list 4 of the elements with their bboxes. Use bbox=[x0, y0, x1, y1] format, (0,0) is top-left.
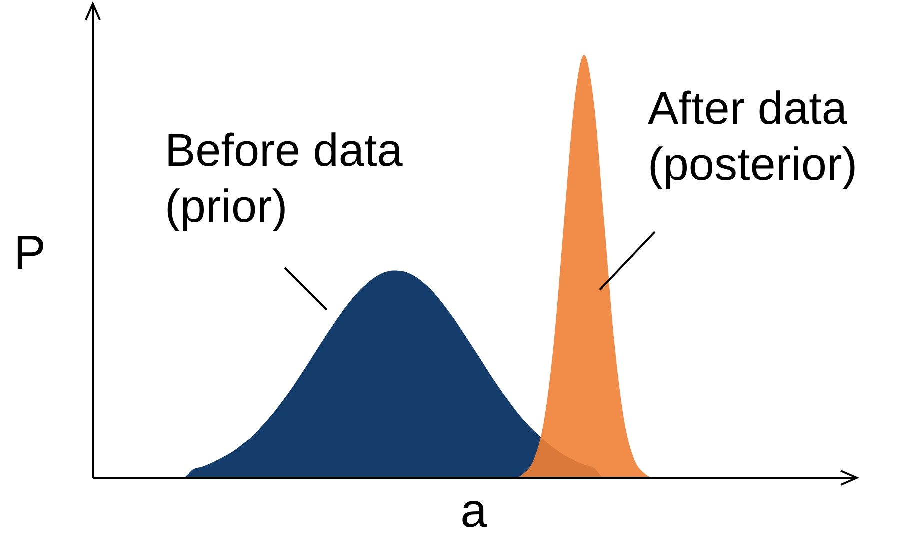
annotation: Before data (prior) bbox=[165, 123, 403, 234]
y-axis-title: P bbox=[14, 226, 46, 282]
x-axis-title: a bbox=[460, 485, 488, 538]
annotation: After data (posterior) bbox=[648, 81, 858, 192]
